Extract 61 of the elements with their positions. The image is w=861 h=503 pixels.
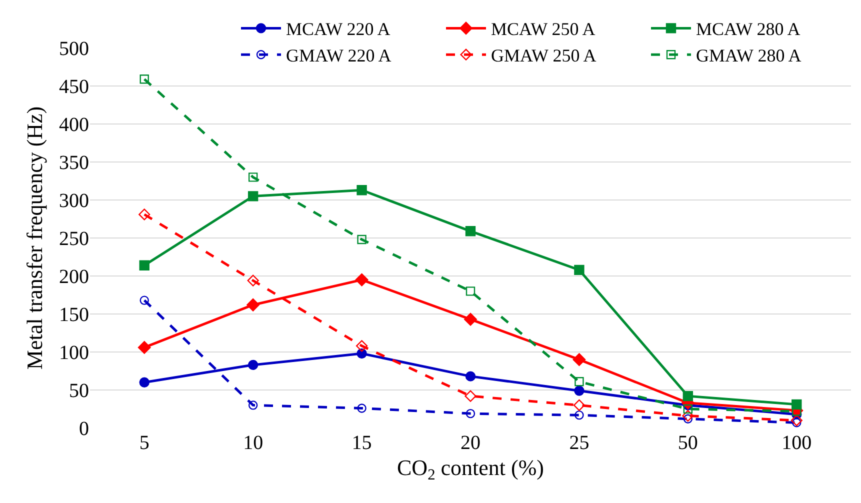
legend-label: GMAW 220 A (286, 46, 392, 66)
point (138, 340, 151, 354)
point (464, 390, 476, 402)
point (682, 410, 694, 422)
x-tick-label: 100 (782, 432, 812, 454)
point (248, 191, 258, 202)
point (790, 414, 802, 426)
point (138, 208, 150, 220)
point (574, 386, 584, 396)
legend-label: MCAW 280 A (696, 19, 800, 40)
y-axis-title: Metal transfer frequency (Hz) (22, 106, 47, 370)
y-tick-label: 350 (59, 152, 89, 174)
y-tick-label: 450 (59, 76, 89, 98)
y-tick-label: 0 (79, 418, 89, 440)
point (140, 296, 149, 305)
legend-label: GMAW 250 A (491, 46, 596, 66)
y-tick-label: 200 (59, 266, 89, 288)
point (792, 418, 802, 428)
y-tick-label: 300 (59, 190, 89, 212)
x-tick-label: 25 (569, 432, 590, 454)
point (683, 414, 693, 424)
point (357, 404, 366, 413)
x-axis-title: CO$_{2}$ content (%) (397, 454, 544, 484)
point (464, 312, 477, 326)
y-tick-label: 250 (59, 228, 89, 250)
x-tick-label: 15 (352, 432, 372, 454)
point (357, 234, 366, 244)
x-tick-label: 50 (678, 432, 698, 454)
point (572, 353, 586, 366)
point (574, 264, 584, 276)
point (574, 410, 584, 420)
point (247, 274, 259, 286)
legend-label: MCAW 220 A (286, 19, 390, 40)
point (248, 400, 258, 410)
point (139, 377, 150, 388)
point (355, 273, 368, 286)
point (356, 185, 367, 196)
point (466, 286, 476, 296)
y-tick-label: 100 (59, 342, 89, 364)
point (465, 371, 476, 382)
y-tick-label: 150 (59, 304, 89, 326)
legend-label: GMAW 280 A (696, 46, 802, 66)
point (465, 226, 476, 236)
x-tick-label: 5 (139, 432, 150, 454)
y-tick-label: 50 (69, 380, 89, 402)
point (683, 404, 693, 414)
point (682, 390, 694, 402)
point (248, 172, 258, 182)
point (140, 74, 149, 84)
legend-label: MCAW 250 A (491, 19, 596, 40)
point (246, 298, 260, 312)
x-tick-label: 10 (243, 432, 264, 454)
point (248, 360, 258, 370)
x-tick-label: 20 (460, 432, 480, 454)
y-tick-label: 500 (59, 38, 89, 60)
point (139, 260, 150, 270)
point (574, 377, 584, 386)
point (356, 340, 368, 352)
y-tick-label: 400 (59, 114, 89, 136)
point (573, 399, 586, 411)
point (466, 408, 476, 418)
